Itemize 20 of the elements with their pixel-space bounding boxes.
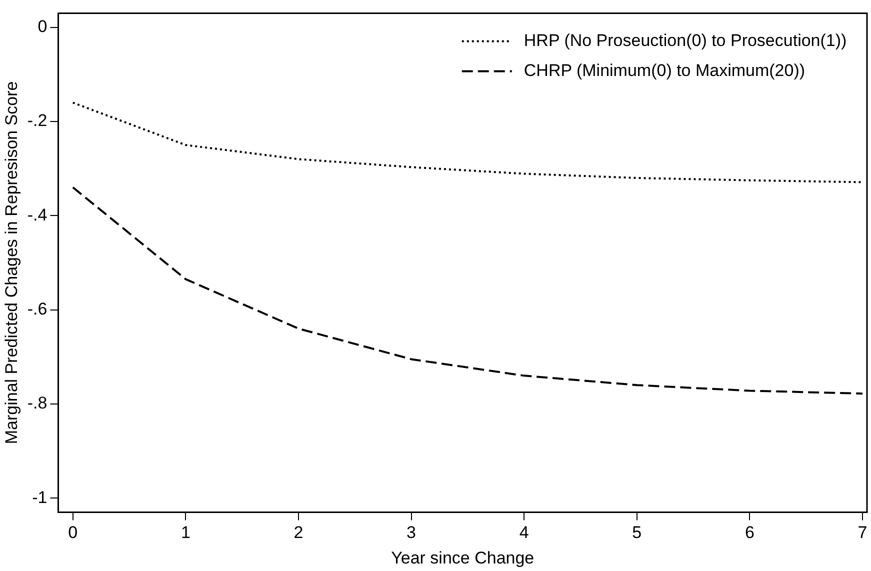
x-tick-label: 2 bbox=[294, 523, 304, 542]
x-tick-label: 6 bbox=[744, 523, 754, 542]
y-tick-label: -.6 bbox=[27, 299, 48, 318]
y-tick-label: -.8 bbox=[27, 394, 48, 413]
y-tick-label: -.2 bbox=[27, 111, 48, 130]
x-tick-label: 3 bbox=[406, 523, 416, 542]
x-axis-title: Year since Change bbox=[391, 548, 534, 568]
x-tick-label: 1 bbox=[180, 523, 190, 542]
legend-label: CHRP (Minimum(0) to Maximum(20)) bbox=[524, 60, 806, 80]
legend-label: HRP (No Proseuction(0) to Prosecution(1)) bbox=[524, 30, 847, 50]
x-tick-label: 4 bbox=[519, 523, 529, 542]
y-tick-label: -1 bbox=[32, 488, 48, 507]
line-series bbox=[72, 186, 864, 395]
x-tick-label: 0 bbox=[68, 523, 78, 542]
y-tick-label: 0 bbox=[38, 17, 48, 36]
line-series bbox=[72, 102, 864, 184]
x-tick-label: 7 bbox=[858, 523, 868, 542]
y-axis-title: Marginal Predicted Chages in Represison Score bbox=[2, 81, 21, 444]
y-tick-label: -.4 bbox=[27, 205, 48, 224]
x-tick-label: 5 bbox=[632, 523, 642, 542]
